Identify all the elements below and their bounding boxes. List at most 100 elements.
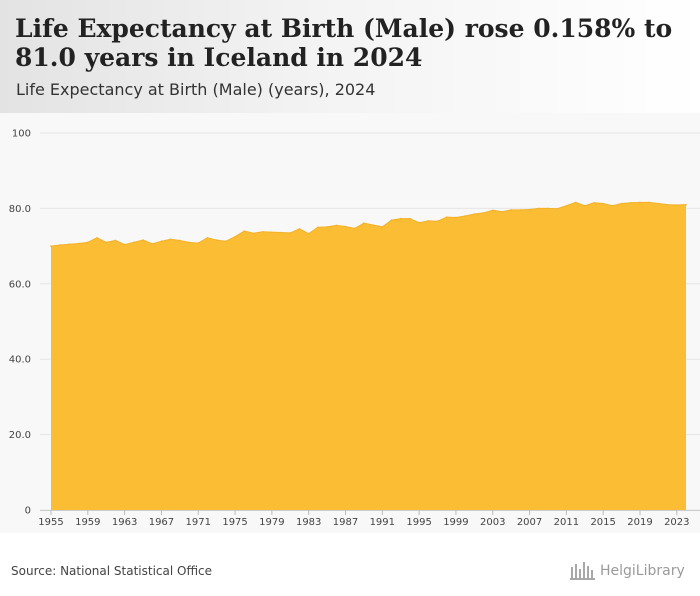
data-point (105, 241, 108, 244)
data-point (510, 209, 512, 211)
data-point (537, 207, 540, 210)
data-point (657, 202, 660, 205)
data-point (629, 201, 632, 204)
data-point (620, 202, 623, 205)
logo-text: HelgiLibrary (600, 563, 685, 579)
data-point (427, 220, 430, 222)
data-point (252, 232, 255, 235)
y-tick-label: 60.0 (9, 279, 31, 290)
chart-title: Life Expectancy at Birth (Male) rose 0.1… (15, 14, 673, 72)
data-point (574, 201, 577, 204)
data-point (68, 243, 71, 246)
x-tick-label: 1963 (112, 517, 137, 528)
data-point (390, 219, 393, 221)
data-point (473, 213, 476, 215)
y-tick-label: 40.0 (9, 355, 31, 366)
data-point (528, 208, 531, 211)
data-point (206, 237, 209, 239)
chart-area: 0 20.0 40.0 60.0 80.0 100 1955 1959 1963 1967 1971… (0, 113, 700, 533)
chart-subtitle: Life Expectancy at Birth (Male) (years),… (16, 80, 376, 99)
data-point (50, 245, 52, 247)
data-point (317, 226, 319, 229)
x-tick-label: 1987 (333, 517, 358, 528)
data-point (59, 244, 62, 246)
x-tick-label: 1975 (222, 517, 247, 528)
data-point (307, 232, 310, 235)
x-tick-label: 2003 (480, 517, 505, 528)
data-point (87, 241, 89, 244)
data-point (243, 230, 246, 232)
data-point (547, 207, 549, 210)
x-tick-label: 1995 (406, 517, 431, 528)
data-point (381, 226, 384, 228)
x-tick-label: 1983 (296, 517, 321, 528)
data-point (169, 238, 172, 241)
data-point (197, 242, 200, 244)
data-point (372, 224, 374, 226)
x-tick-label: 1971 (186, 517, 211, 528)
data-point (215, 239, 218, 241)
data-point (501, 210, 503, 213)
y-tick-label: 20.0 (9, 430, 31, 441)
data-point (602, 202, 604, 205)
data-point (133, 241, 135, 244)
data-point (114, 239, 117, 242)
y-tick-label: 0 (25, 506, 31, 517)
data-point (151, 243, 154, 245)
data-point (123, 243, 126, 246)
data-point (436, 220, 439, 223)
data-point (666, 203, 669, 206)
data-point (271, 231, 273, 233)
x-tick-label: 1955 (38, 517, 63, 528)
data-point (344, 225, 347, 228)
data-point (583, 204, 586, 207)
y-tick-label: 100 (12, 129, 31, 140)
data-point (335, 224, 338, 227)
data-point (234, 235, 236, 238)
data-point (455, 216, 457, 219)
data-point (353, 227, 356, 230)
x-tick-label: 1967 (149, 517, 174, 528)
data-point (188, 241, 190, 244)
data-point (519, 209, 522, 211)
source-note: Source: National Statistical Office (11, 564, 213, 578)
data-point (593, 201, 595, 204)
x-tick-label: 1991 (370, 517, 395, 528)
data-point (565, 204, 568, 207)
helgilibrary-logo: HelgiLibrary (570, 561, 685, 581)
x-tick-label: 2011 (554, 517, 579, 528)
x-tick-label: 1959 (75, 517, 100, 528)
x-tick-label: 2015 (590, 517, 615, 528)
data-point (482, 212, 485, 214)
data-point (225, 240, 227, 242)
data-point (289, 232, 292, 234)
data-point (611, 204, 614, 207)
data-point (399, 217, 402, 220)
data-point (639, 201, 641, 204)
data-point (418, 221, 420, 224)
data-point (556, 207, 558, 210)
data-point (648, 201, 650, 204)
area-series (51, 202, 686, 511)
data-point (363, 222, 365, 224)
area-chart: 0 20.0 40.0 60.0 80.0 100 1955 1959 1963 1967 1971… (9, 129, 700, 528)
x-tick-label: 1999 (443, 517, 468, 528)
area-series-line (50, 201, 687, 247)
data-point (77, 242, 80, 245)
data-point (298, 227, 301, 230)
header-banner: Life Expectancy at Birth (Male) rose 0.1… (0, 0, 700, 113)
data-point (464, 215, 466, 217)
data-point (326, 226, 328, 228)
data-point (280, 231, 282, 234)
data-point (261, 230, 264, 233)
data-point (142, 239, 144, 241)
x-tick-label: 2007 (517, 517, 542, 528)
x-tick-label: 1979 (259, 517, 284, 528)
data-point (409, 217, 411, 220)
data-point (160, 240, 163, 242)
x-tick-label: 2023 (664, 517, 689, 528)
data-point (675, 204, 678, 206)
data-point (445, 216, 448, 218)
x-tick-label: 2019 (627, 517, 652, 528)
data-point (179, 239, 181, 242)
